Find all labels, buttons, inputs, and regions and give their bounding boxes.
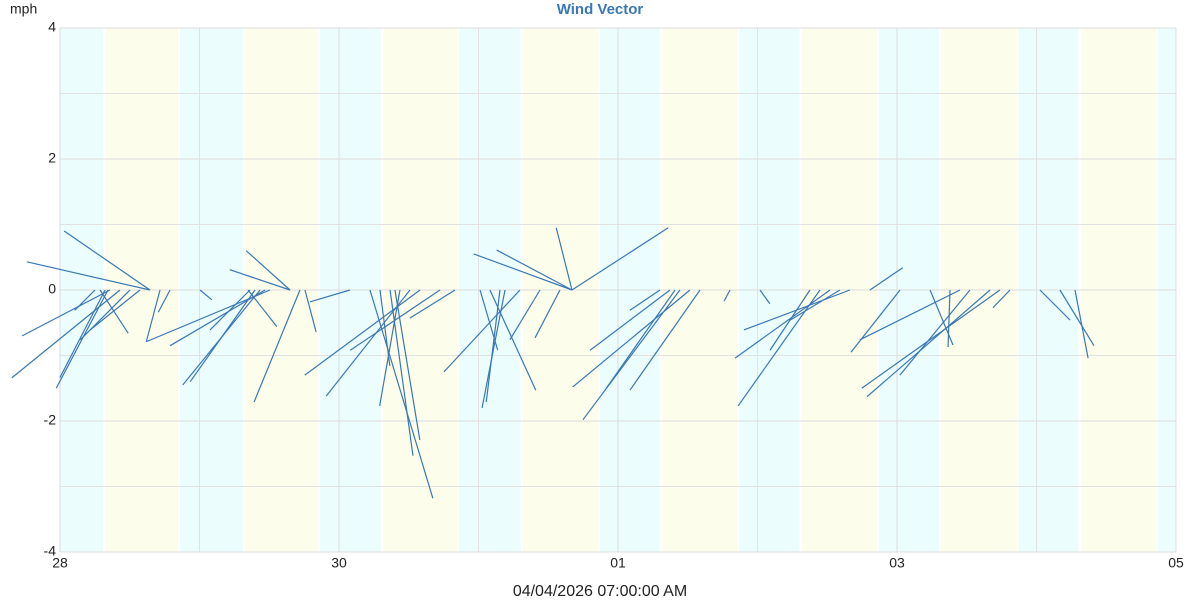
wind-vector <box>157 289 171 313</box>
wind-vector <box>866 289 991 398</box>
x-tick-label: 01 <box>610 555 626 571</box>
wind-vector <box>489 289 537 391</box>
x-tick-label: 30 <box>331 555 347 571</box>
wind-vector <box>947 289 951 348</box>
wind-vector <box>861 289 1001 389</box>
wind-vector <box>245 250 291 291</box>
y-tick-label: -4 <box>44 543 57 559</box>
wind-vector <box>1074 289 1089 359</box>
wind-vector <box>571 227 669 291</box>
wind-vector <box>79 289 131 341</box>
wind-vector <box>209 289 251 331</box>
wind-vector <box>769 289 811 351</box>
wind-vector <box>11 289 121 379</box>
wind-vector <box>443 289 521 373</box>
wind-vector <box>869 267 904 291</box>
wind-vector <box>859 289 961 341</box>
wind-vector <box>304 289 421 376</box>
x-tick-label: 28 <box>52 555 68 571</box>
x-tick-label: 05 <box>1168 555 1184 571</box>
wind-vector <box>509 289 541 341</box>
wind-vector <box>929 289 954 346</box>
wind-vector <box>572 289 691 388</box>
y-tick-label: 0 <box>48 281 56 297</box>
wind-vector <box>145 289 161 342</box>
wind-vector <box>379 289 391 367</box>
wind-vector <box>229 269 291 291</box>
y-tick-label: 2 <box>48 150 56 166</box>
wind-vector <box>473 253 573 291</box>
wind-vector <box>189 289 256 383</box>
wind-vector <box>481 289 506 409</box>
wind-vector <box>89 289 141 331</box>
wind-vector <box>309 289 351 303</box>
wind-vector <box>379 289 401 407</box>
y-tick-label: 4 <box>48 19 56 35</box>
vectors <box>11 227 1095 499</box>
wind-vector <box>394 289 421 441</box>
wind-vector <box>789 289 841 321</box>
wind-vector <box>589 289 671 351</box>
wind-vector <box>496 249 573 291</box>
wind-vector <box>304 289 317 333</box>
wind-vector <box>409 289 456 319</box>
wind-vector <box>389 289 414 456</box>
wind-vector <box>169 289 266 347</box>
wind-vector <box>629 289 701 391</box>
y-tick-label: -2 <box>44 412 57 428</box>
chart-title: Wind Vector <box>557 1 644 18</box>
wind-vector <box>629 289 661 311</box>
wind-vector <box>1039 289 1071 321</box>
wind-vector <box>253 289 301 403</box>
x-axis-label: 04/04/2026 07:00:00 AM <box>513 583 687 600</box>
wind-vector <box>723 289 731 302</box>
wind-vector <box>199 289 213 301</box>
wind-vector <box>605 289 676 389</box>
wind-vector <box>59 289 106 379</box>
wind-vector <box>63 230 151 291</box>
wind-vector <box>369 289 434 499</box>
wind-vector <box>349 289 441 351</box>
x-tick-label: 03 <box>889 555 905 571</box>
wind-vector <box>99 289 129 334</box>
wind-vector <box>759 289 771 305</box>
wind-vector <box>555 227 573 291</box>
wind-vector <box>899 289 971 376</box>
wind-vector <box>74 289 96 311</box>
wind-vector <box>534 289 561 339</box>
wind-vector <box>55 289 109 389</box>
wind-vector <box>737 289 821 407</box>
wind-vector <box>485 289 501 403</box>
wind-vector <box>992 289 1011 309</box>
wind-vector <box>850 289 901 353</box>
wind-vector <box>325 289 411 397</box>
wind-vector <box>26 261 151 291</box>
wind-vector <box>21 289 111 337</box>
wind-vector <box>247 289 278 328</box>
wind-vector <box>1059 289 1095 346</box>
y-axis-label: mph <box>10 1 37 17</box>
wind-vector <box>734 289 831 359</box>
wind-vector <box>479 289 499 351</box>
